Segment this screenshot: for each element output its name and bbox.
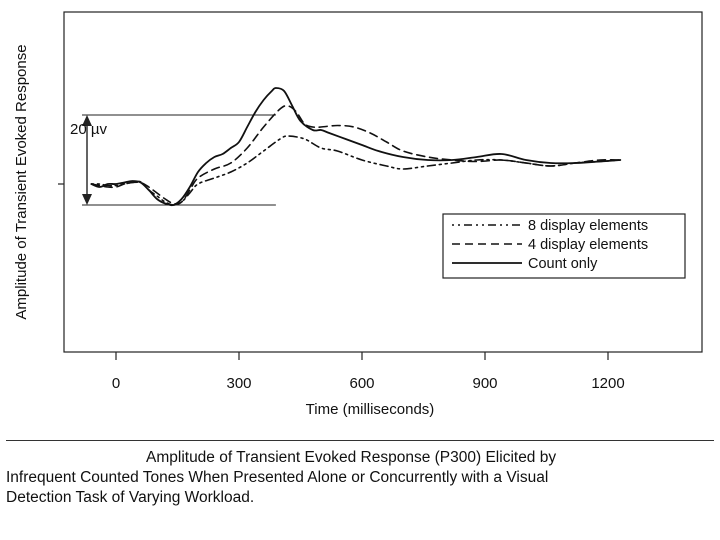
y-axis-label: Amplitude of Transient Evoked Response [13, 44, 30, 319]
x-tick-label: 900 [472, 375, 497, 392]
x-tick-label: 0 [112, 375, 120, 392]
scale-bar: 20 µv [70, 114, 276, 206]
legend: 8 display elements 4 display elements Coun… [442, 213, 686, 279]
caption-line-1: Amplitude of Transient Evoked Response (… [146, 449, 557, 466]
x-tick-label: 600 [349, 375, 374, 392]
series-line [90, 104, 622, 205]
scale-bar-label: 20 µv [70, 121, 107, 138]
legend-label: 8 display elements [528, 218, 648, 234]
caption-divider [6, 440, 714, 441]
plot-frame [63, 11, 703, 353]
scale-bar-arrow-top [82, 115, 92, 126]
figure-caption: Amplitude of Transient Evoked Response (… [6, 448, 712, 508]
x-axis-label: Time (milliseconds) [306, 401, 435, 418]
legend-label: 4 display elements [528, 237, 648, 253]
series-line [90, 135, 622, 206]
series-line [90, 87, 622, 207]
caption-line-2: Infrequent Counted Tones When Presented … [6, 469, 549, 486]
caption-line-3: Detection Task of Varying Workload. [6, 489, 255, 506]
x-tick-label: 1200 [591, 375, 624, 392]
legend-label: Count only [528, 256, 598, 272]
series-lines [90, 87, 622, 207]
scale-bar-arrow-bottom [82, 194, 92, 205]
x-axis-ticks: 0 300 600 900 1200 [112, 352, 625, 392]
x-tick-label: 300 [226, 375, 251, 392]
